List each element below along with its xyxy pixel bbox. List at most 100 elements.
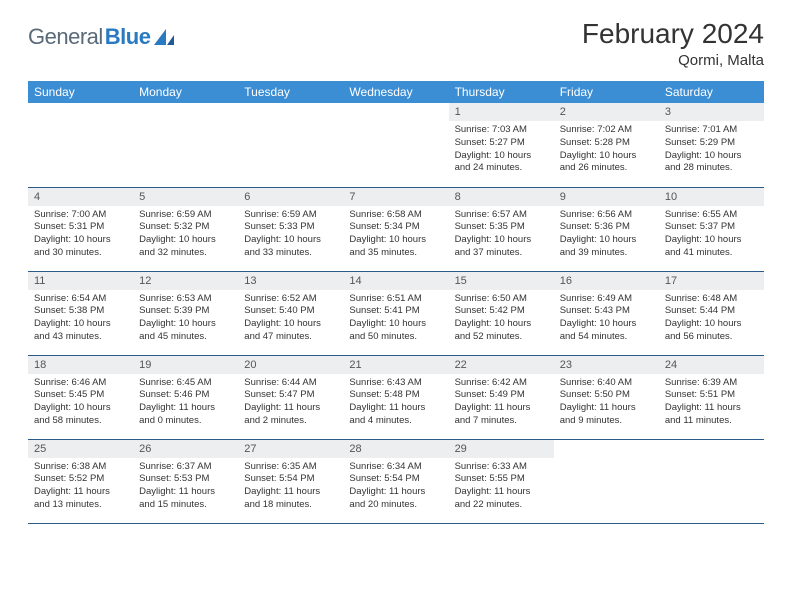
sunset-text: Sunset: 5:38 PM: [34, 305, 127, 318]
day-number: 1: [449, 103, 554, 121]
weekday-header-row: SundayMondayTuesdayWednesdayThursdayFrid…: [28, 81, 764, 103]
day-number: 14: [343, 272, 448, 290]
day-number: 23: [554, 356, 659, 374]
sunrise-text: Sunrise: 6:33 AM: [455, 461, 548, 474]
calendar-cell: 13Sunrise: 6:52 AMSunset: 5:40 PMDayligh…: [238, 271, 343, 355]
sunset-text: Sunset: 5:33 PM: [244, 221, 337, 234]
sunset-text: Sunset: 5:42 PM: [455, 305, 548, 318]
calendar-cell: 2Sunrise: 7:02 AMSunset: 5:28 PMDaylight…: [554, 103, 659, 187]
day-content: Sunrise: 6:40 AMSunset: 5:50 PMDaylight:…: [554, 374, 659, 432]
calendar-cell: 23Sunrise: 6:40 AMSunset: 5:50 PMDayligh…: [554, 355, 659, 439]
calendar-cell: 7Sunrise: 6:58 AMSunset: 5:34 PMDaylight…: [343, 187, 448, 271]
weekday-header: Saturday: [659, 81, 764, 103]
day-content: Sunrise: 6:37 AMSunset: 5:53 PMDaylight:…: [133, 458, 238, 516]
sunset-text: Sunset: 5:49 PM: [455, 389, 548, 402]
weekday-header: Thursday: [449, 81, 554, 103]
weekday-header: Sunday: [28, 81, 133, 103]
calendar-week-row: 11 Sunrise: 6:54 AMSunset: 5:38 PM Dayligh…: [28, 271, 764, 355]
day-number: 8: [449, 188, 554, 206]
calendar-cell: 6Sunrise: 6:59 AMSunset: 5:33 PMDaylight…: [238, 187, 343, 271]
sunrise-text: Sunrise: 6:54 AM: [34, 293, 127, 306]
daylight-text: Daylight: 11 hours and 13 minutes.: [34, 486, 127, 512]
day-number: 4: [28, 188, 133, 206]
sunset-text: Sunset: 5:27 PM: [455, 137, 548, 150]
daylight-text: Daylight: 10 hours and 28 minutes.: [665, 150, 758, 176]
sunrise-text: Sunrise: 6:59 AM: [244, 209, 337, 222]
sunrise-text: Sunrise: 7:01 AM: [665, 124, 758, 137]
sunset-text: Sunset: 5:29 PM: [665, 137, 758, 150]
calendar-week-row: 25Sunrise: 6:38 AMSunset: 5:52 PMDayligh…: [28, 439, 764, 523]
day-content: Sunrise: 6:35 AMSunset: 5:54 PMDaylight:…: [238, 458, 343, 516]
sunset-text: Sunset: 5:55 PM: [455, 473, 548, 486]
weekday-header: Tuesday: [238, 81, 343, 103]
daylight-text: Daylight: 10 hours and 37 minutes.: [455, 234, 548, 260]
day-content: Sunrise: 7:01 AMSunset: 5:29 PMDaylight:…: [659, 121, 764, 179]
calendar-cell: 5Sunrise: 6:59 AMSunset: 5:32 PMDaylight…: [133, 187, 238, 271]
daylight-text: Daylight: 10 hours and 39 minutes.: [560, 234, 653, 260]
daylight-text: Daylight: 10 hours and 58 minutes.: [34, 402, 127, 428]
day-content: Sunrise: 6:38 AMSunset: 5:52 PMDaylight:…: [28, 458, 133, 516]
sunset-text: Sunset: 5:41 PM: [349, 305, 442, 318]
day-content: Sunrise: 6:53 AMSunset: 5:39 PMDaylight:…: [133, 290, 238, 348]
calendar-cell: 4 Sunrise: 7:00 AMSunset: 5:31 PMDaylight…: [28, 187, 133, 271]
brand-name-a: General: [28, 24, 103, 50]
sunrise-text: Sunrise: 6:34 AM: [349, 461, 442, 474]
sunset-text: Sunset: 5:31 PM: [34, 221, 127, 234]
daylight-text: Daylight: 11 hours and 15 minutes.: [139, 486, 232, 512]
day-content: Sunrise: 6:55 AMSunset: 5:37 PMDaylight:…: [659, 206, 764, 264]
day-number: 24: [659, 356, 764, 374]
daylight-text: Daylight: 10 hours and 30 minutes.: [34, 234, 127, 260]
calendar-week-row: 4Sunrise: 7:00 AMSunset: 5:31 PMDaylight…: [28, 187, 764, 271]
day-number: 2: [554, 103, 659, 121]
sunset-text: Sunset: 5:50 PM: [560, 389, 653, 402]
calendar-cell: [659, 439, 764, 523]
calendar-cell: 21Sunrise: 6:43 AMSunset: 5:48 PMDayligh…: [343, 355, 448, 439]
day-number: 18: [28, 356, 133, 374]
sunrise-text: Sunrise: 6:44 AM: [244, 377, 337, 390]
daylight-text: Daylight: 11 hours and 11 minutes.: [665, 402, 758, 428]
daylight-text: Daylight: 10 hours and 50 minutes.: [349, 318, 442, 344]
day-content: Sunrise: 6:44 AMSunset: 5:47 PMDaylight:…: [238, 374, 343, 432]
calendar-cell: 29Sunrise: 6:33 AMSunset: 5:55 PMDayligh…: [449, 439, 554, 523]
day-number: 13: [238, 272, 343, 290]
day-content: Sunrise: 6:58 AMSunset: 5:34 PMDaylight:…: [343, 206, 448, 264]
sunrise-text: Sunrise: 6:39 AM: [665, 377, 758, 390]
sunset-text: Sunset: 5:45 PM: [34, 389, 127, 402]
sunset-text: Sunset: 5:54 PM: [244, 473, 337, 486]
sunrise-text: Sunrise: 6:58 AM: [349, 209, 442, 222]
day-content: Sunrise: 6:49 AMSunset: 5:43 PMDaylight:…: [554, 290, 659, 348]
day-content: Sunrise: 6:51 AMSunset: 5:41 PMDaylight:…: [343, 290, 448, 348]
sunrise-text: Sunrise: 7:00 AM: [34, 209, 127, 222]
calendar-cell: 9Sunrise: 6:56 AMSunset: 5:36 PMDaylight…: [554, 187, 659, 271]
calendar-cell: 8Sunrise: 6:57 AMSunset: 5:35 PMDaylight…: [449, 187, 554, 271]
calendar-cell: 18 Sunrise: 6:46 AMSunset: 5:45 PMDayligh…: [28, 355, 133, 439]
day-content: Sunrise: 6:52 AMSunset: 5:40 PMDaylight:…: [238, 290, 343, 348]
sunrise-text: Sunrise: 6:55 AM: [665, 209, 758, 222]
sunrise-text: Sunrise: 6:46 AM: [34, 377, 127, 390]
sunset-text: Sunset: 5:40 PM: [244, 305, 337, 318]
day-content: Sunrise: 6:59 AMSunset: 5:33 PMDaylight:…: [238, 206, 343, 264]
sunrise-text: Sunrise: 6:50 AM: [455, 293, 548, 306]
sunrise-text: Sunrise: 7:03 AM: [455, 124, 548, 137]
day-number: 11: [28, 272, 133, 290]
calendar-table: SundayMondayTuesdayWednesdayThursdayFrid…: [28, 81, 764, 524]
day-content: Sunrise: 6:39 AMSunset: 5:51 PMDaylight:…: [659, 374, 764, 432]
calendar-cell: 19Sunrise: 6:45 AMSunset: 5:46 PMDayligh…: [133, 355, 238, 439]
day-number: 7: [343, 188, 448, 206]
day-content: Sunrise: 6:57 AMSunset: 5:35 PMDaylight:…: [449, 206, 554, 264]
day-content: Sunrise: 6:48 AMSunset: 5:44 PMDaylight:…: [659, 290, 764, 348]
sunrise-text: Sunrise: 6:51 AM: [349, 293, 442, 306]
sunrise-text: Sunrise: 6:35 AM: [244, 461, 337, 474]
sunset-text: Sunset: 5:51 PM: [665, 389, 758, 402]
day-number: 5: [133, 188, 238, 206]
sunrise-text: Sunrise: 6:42 AM: [455, 377, 548, 390]
calendar-cell: [28, 103, 133, 187]
sunset-text: Sunset: 5:37 PM: [665, 221, 758, 234]
daylight-text: Daylight: 11 hours and 2 minutes.: [244, 402, 337, 428]
sunrise-text: Sunrise: 6:45 AM: [139, 377, 232, 390]
calendar-cell: 28Sunrise: 6:34 AMSunset: 5:54 PMDayligh…: [343, 439, 448, 523]
day-number: 26: [133, 440, 238, 458]
daylight-text: Daylight: 11 hours and 18 minutes.: [244, 486, 337, 512]
location-label: Qormi, Malta: [582, 52, 764, 69]
sunset-text: Sunset: 5:32 PM: [139, 221, 232, 234]
